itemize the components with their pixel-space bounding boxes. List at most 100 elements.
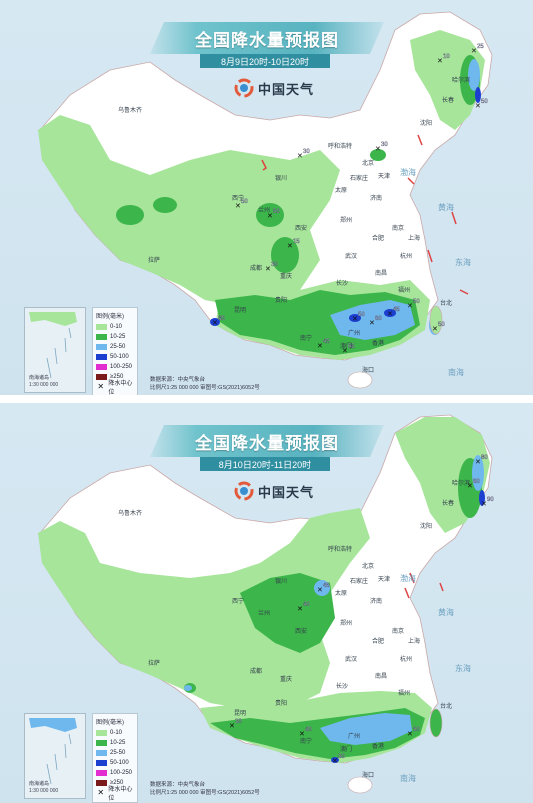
city-label: 乌鲁木齐 [118,509,142,517]
hainan-island [347,776,373,794]
rain-center-marker: ✕ [481,501,487,508]
sea-label: 东海 [455,257,471,267]
rain-center-value: 30 [303,149,310,155]
rain-center-marker: ✕ [475,459,481,466]
city-label: 沈阳 [420,119,432,127]
hainan-island [347,371,373,389]
data-source: 数据来源：中央气象台 比例尺1:25 000 000 审图号:GS(2021)6… [150,376,260,392]
city-label: 合肥 [372,234,384,242]
inset-label: 南海诸岛 [29,781,50,787]
legend-title: 图例(毫米) [96,720,124,726]
city-label: 郑州 [340,619,352,627]
source-line: 数据来源：中央气象台 [150,377,206,383]
rain-center-marker: ✕ [437,58,443,65]
rain-center-value: 30 [338,754,345,760]
city-label: 长沙 [336,682,348,690]
city-label: 台北 [440,702,452,710]
rain-area-50-100 [349,314,361,322]
rain-center-value: 30 [381,142,388,148]
data-source: 数据来源：中央气象台 比例尺1:25 000 000 审图号:GS(2021)6… [150,781,260,797]
front-marker [261,159,267,171]
title-banner: 全国降水量预报图 [150,425,384,457]
sea-label: 渤海 [400,167,416,177]
rain-center-value: 80 [481,455,488,461]
legend: 图例(毫米) 0-10 10-25 25-50 50-100 100-250 ≥… [92,307,138,395]
scale-line: 比例尺1:25 000 000 审图号:GS(2021)6052号 [150,385,260,391]
city-label: 澳门 [340,342,352,350]
rain-center-marker: ✕ [317,343,323,350]
front-marker [409,572,415,584]
front-marker [459,289,469,295]
city-label: 天津 [378,173,390,180]
city-label: 广州 [348,329,360,337]
source-line: 数据来源：中央气象台 [150,782,206,788]
legend-row: ✕ 降水中心位 [96,787,134,802]
rain-center-value: 60 [473,479,480,485]
rain-center-icon: ✕ [97,382,105,391]
rain-center-value: 60 [375,316,382,322]
legend-label: 100-250 [110,770,133,776]
legend-label: 0-10 [110,324,123,330]
rain-center-value: 80 [218,316,225,322]
legend-swatch [96,344,107,350]
rain-area-0-10-ne [410,30,485,130]
rain-center-marker: ✕ [287,243,293,250]
rain-center-marker: ✕ [332,758,338,765]
front-marker [404,587,410,599]
city-label: 济南 [370,597,382,605]
city-label: 郑州 [340,216,352,224]
front-marker [439,582,444,592]
legend-label: 降水中心位 [108,381,133,395]
sea-label: 东海 [455,663,471,673]
city-label: 昆明 [234,710,246,717]
rain-center-marker: ✕ [267,213,273,220]
legend-swatch [96,770,107,776]
rain-area-50-100 [331,757,339,763]
rain-center-value: 50 [241,199,248,205]
legend-title: 图例(毫米) [96,314,124,320]
legend-row: 10-25 [96,332,134,342]
south-china-sea-inset: 南海诸岛 1:30 000 000 [24,713,86,799]
legend: 图例(毫米) 0-10 10-25 25-50 50-100 100-250 ≥… [92,713,138,803]
forecast-period: 8月10日20时-11日20时 [218,459,312,470]
legend-label: ≥250 [110,780,124,786]
taiwan-island [429,708,443,738]
rain-center-value: 15 [293,239,300,245]
rain-center-marker: ✕ [369,320,375,327]
rain-center-marker: ✕ [407,731,413,738]
sea-label: 渤海 [400,573,416,583]
city-label: 香港 [372,742,384,750]
city-label: 西安 [295,224,307,232]
rain-center-value: 50 [438,322,445,328]
rain-center-value: 50 [481,99,488,105]
city-label: 南宁 [300,737,312,745]
city-label: 哈尔滨 [452,479,470,487]
brand: 中国天气 [234,481,314,501]
city-label: 上海 [408,234,420,242]
rain-center-marker: ✕ [407,303,413,310]
rain-center-marker: ✕ [467,483,473,490]
legend-row: ≥250 [96,372,134,382]
title-banner: 全国降水量预报图 [150,22,384,54]
front-marker [451,211,457,225]
china-weather-logo-icon [234,481,254,501]
city-label: 重庆 [280,272,292,280]
south-china-sea-inset: 南海诸岛 1:30 000 000 [24,307,86,393]
inset-scale: 1:30 000 000 [29,382,59,388]
city-label: 海口 [362,771,374,779]
rain-center-icon: ✕ [97,788,105,797]
city-label: 乌鲁木齐 [118,106,142,114]
inset-scale: 1:30 000 000 [29,788,59,794]
rain-center-value: 50 [413,299,420,305]
subtitle-bar: 8月10日20时-11日20时 [200,457,330,471]
legend-row: 100-250 [96,768,134,778]
legend-label: 50-100 [110,354,129,360]
legend-swatch [96,730,107,736]
legend-row: 50-100 [96,352,134,362]
city-label: 哈尔滨 [452,76,470,84]
taiwan-island [429,305,443,335]
legend-row: 25-50 [96,748,134,758]
rain-area-50-100 [384,309,396,317]
city-label: 石家庄 [350,577,368,585]
city-label: 银川 [275,174,287,182]
